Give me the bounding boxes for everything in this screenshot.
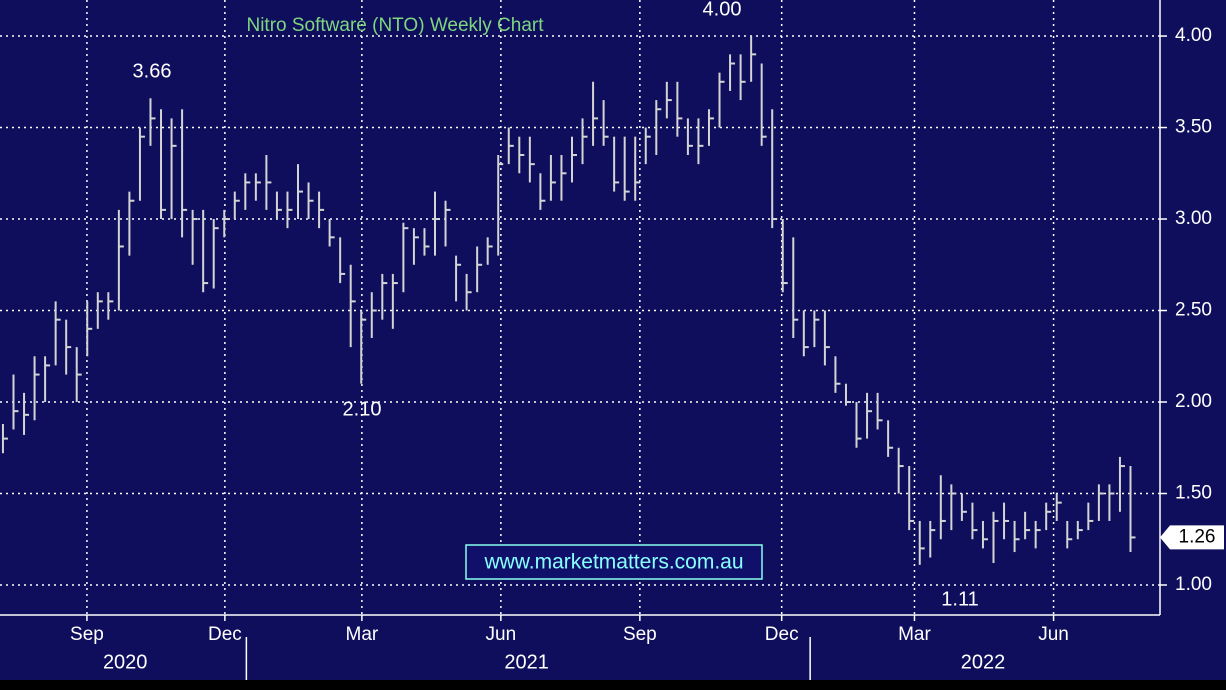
- y-tick-label: 2.00: [1175, 391, 1212, 412]
- last-price-label: 1.26: [1179, 526, 1216, 547]
- year-label: 2021: [504, 651, 549, 673]
- x-tick-label: Jun: [486, 624, 517, 645]
- x-tick-label: Mar: [346, 624, 379, 645]
- footer-strip: [0, 680, 1226, 690]
- annotation: 3.66: [133, 60, 172, 82]
- annotation: 1.11: [941, 588, 978, 610]
- watermark-box: [465, 544, 763, 580]
- watermark: www.marketmatters.com.au: [483, 551, 743, 574]
- x-tick-label: Dec: [208, 624, 242, 645]
- chart-title: Nitro Software (NTO) Weekly Chart: [246, 15, 544, 36]
- y-tick-label: 1.00: [1175, 574, 1212, 595]
- y-tick-label: 4.00: [1175, 25, 1212, 46]
- year-label: 2022: [961, 651, 1006, 673]
- annotation: 4.00: [703, 0, 742, 20]
- y-tick-label: 2.50: [1175, 300, 1212, 321]
- last-price-box: [1160, 525, 1224, 550]
- y-tick-label: 3.00: [1175, 208, 1212, 229]
- x-tick-label: Jun: [1038, 624, 1069, 645]
- x-tick-label: Sep: [70, 624, 104, 645]
- x-tick-label: Sep: [623, 624, 657, 645]
- x-tick-label: Dec: [765, 624, 799, 645]
- year-label: 2020: [103, 651, 148, 673]
- y-tick-label: 1.50: [1175, 483, 1212, 504]
- y-tick-label: 3.50: [1175, 117, 1212, 138]
- x-tick-label: Mar: [898, 624, 931, 645]
- annotation: 2.10: [343, 398, 382, 420]
